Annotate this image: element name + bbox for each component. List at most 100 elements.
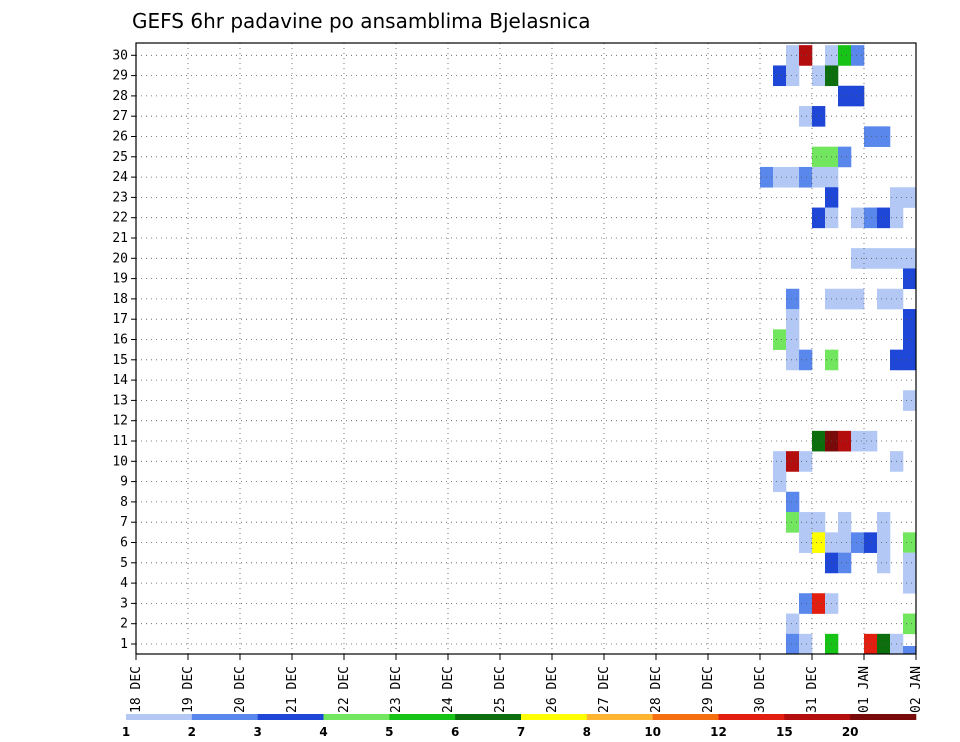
heatmap-cell	[838, 288, 852, 310]
x-tick-label: 29 DEC	[701, 666, 716, 713]
colorbar-legend: 1 2 3 4 5 6 7 8 10 12 15 20	[122, 714, 917, 739]
heatmap-cell	[799, 166, 813, 188]
x-tick-label: 26 DEC	[545, 666, 560, 713]
colorbar-label: 4	[319, 725, 327, 739]
heatmap-cell	[903, 248, 917, 269]
heatmap-cell	[773, 329, 787, 350]
x-tick-label: 30 DEC	[753, 666, 768, 713]
colorbar-label: 8	[583, 725, 591, 739]
x-tick-label: 27 DEC	[597, 666, 612, 713]
heatmap-cell	[812, 106, 826, 127]
heatmap-cells	[760, 45, 917, 655]
colorbar-swatch	[389, 714, 456, 720]
colorbar-swatch	[455, 714, 522, 720]
heatmap-cell	[799, 633, 813, 655]
heatmap-cell	[799, 349, 813, 371]
x-tick-label: 25 DEC	[493, 666, 508, 713]
y-tick-label: 5	[120, 556, 128, 571]
y-tick-label: 6	[120, 536, 128, 551]
heatmap-cell	[877, 288, 891, 310]
colorbar-label: 15	[776, 725, 793, 739]
y-tick-label: 21	[112, 231, 128, 246]
y-tick-label: 3	[120, 596, 128, 611]
y-tick-label: 24	[112, 170, 128, 185]
heatmap-cell	[864, 248, 878, 269]
y-tick-label: 28	[112, 89, 128, 104]
x-tick-label: 22 DEC	[337, 666, 352, 713]
heatmap-cell	[838, 430, 852, 452]
heatmap-cell	[877, 633, 891, 655]
colorbar-label: 5	[385, 725, 393, 739]
y-tick-label: 12	[112, 414, 128, 429]
heatmap-cell	[851, 532, 865, 553]
heatmap-cell	[903, 613, 917, 635]
heatmap-cell	[864, 207, 878, 229]
colorbar-label: 12	[710, 725, 727, 739]
heatmap-cell	[903, 552, 917, 574]
heatmap-cell	[786, 491, 800, 513]
heatmap-cell	[877, 126, 891, 147]
heatmap-cell	[786, 45, 800, 66]
x-axis-dates: 18 DEC 19 DEC 20 DEC 21 DEC 22 DEC 23 DEC 24 D…	[129, 654, 924, 713]
heatmap-cell	[773, 471, 787, 493]
heatmap-cell	[786, 349, 800, 371]
heatmap-cell	[799, 45, 813, 66]
heatmap-cell	[903, 329, 917, 350]
heatmap-cell	[903, 390, 917, 411]
gridlines	[136, 43, 916, 654]
y-tick-label: 9	[120, 475, 128, 490]
heatmap-cell	[786, 309, 800, 330]
heatmap-cell	[903, 646, 917, 655]
heatmap-cell	[773, 451, 787, 472]
y-axis-members: 1234567891011121314151617181920212223242…	[112, 48, 136, 652]
heatmap-cell	[838, 512, 852, 533]
colorbar-label: 2	[188, 725, 196, 739]
y-tick-label: 13	[112, 393, 128, 408]
colorbar-swatch	[850, 714, 917, 720]
y-tick-label: 4	[120, 576, 128, 591]
y-tick-label: 7	[120, 515, 128, 530]
heatmap-cell	[812, 532, 826, 553]
colorbar-swatch	[718, 714, 785, 720]
heatmap-cell	[877, 512, 891, 533]
y-tick-label: 11	[112, 434, 128, 449]
heatmap-cell	[838, 45, 852, 66]
x-tick-label: 19 DEC	[181, 666, 196, 713]
colorbar-swatch	[586, 714, 653, 720]
heatmap-cell	[786, 512, 800, 533]
heatmap-cell	[799, 106, 813, 127]
y-tick-label: 27	[112, 109, 128, 124]
heatmap-cell	[786, 451, 800, 472]
colorbar-swatch	[323, 714, 390, 720]
heatmap-cell	[799, 593, 813, 614]
heatmap-cell	[812, 65, 826, 87]
heatmap-cell	[799, 532, 813, 553]
heatmap-cell	[864, 126, 878, 147]
colorbar-swatch	[521, 714, 588, 720]
heatmap-cell	[851, 207, 865, 229]
heatmap-cell	[773, 166, 787, 188]
x-tick-label: 18 DEC	[129, 666, 144, 713]
colorbar-label: 7	[517, 725, 525, 739]
colorbar-label: 20	[842, 725, 859, 739]
colorbar-label: 6	[451, 725, 459, 739]
heatmap-cell	[903, 268, 917, 290]
y-tick-label: 10	[112, 454, 128, 469]
heatmap-cell	[864, 532, 878, 553]
heatmap-cell	[864, 633, 878, 655]
y-tick-label: 30	[112, 48, 128, 63]
colorbar-label: 1	[122, 725, 130, 739]
heatmap-cell	[864, 430, 878, 452]
chart-title: GEFS 6hr padavine po ansamblima Bjelasni…	[132, 9, 591, 33]
y-tick-label: 23	[112, 190, 128, 205]
heatmap-cell	[877, 532, 891, 553]
heatmap-cell	[786, 166, 800, 188]
heatmap-cell	[786, 613, 800, 635]
y-tick-label: 29	[112, 69, 128, 84]
heatmap-cell	[851, 45, 865, 66]
heatmap-cell	[838, 146, 852, 168]
y-tick-label: 14	[112, 373, 128, 388]
heatmap-cell	[838, 85, 852, 107]
colorbar-swatch	[652, 714, 719, 720]
heatmap-cell	[903, 187, 917, 208]
